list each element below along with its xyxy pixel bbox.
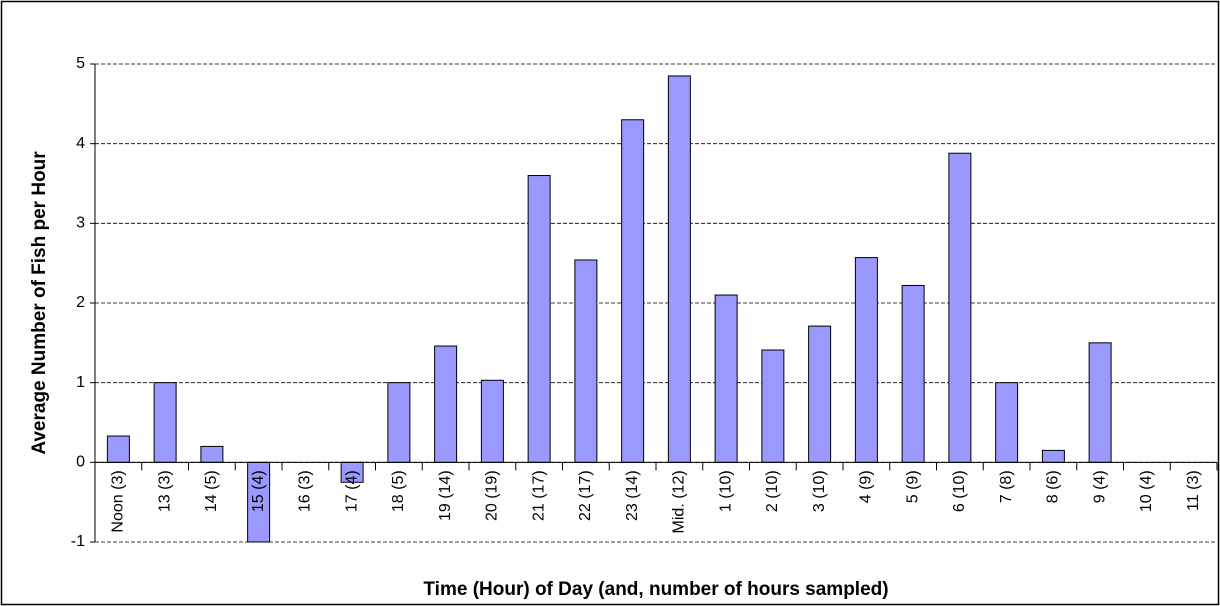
x-tick-label: 22 (17) — [577, 470, 594, 521]
bar — [574, 259, 598, 463]
x-tick-label: 5 (9) — [904, 470, 921, 503]
x-tick-label: 16 (3) — [297, 470, 314, 512]
bar — [714, 294, 738, 463]
x-tick-label: 8 (6) — [1045, 470, 1062, 503]
y-tick-label: 5 — [76, 55, 85, 72]
bar — [808, 325, 832, 463]
bar — [667, 75, 691, 463]
x-tick-label: 19 (14) — [437, 470, 454, 521]
y-tick-label: -1 — [71, 533, 85, 550]
x-tick-label: 2 (10) — [764, 470, 781, 512]
bar — [387, 382, 411, 463]
x-tick-label: 1 (10) — [717, 470, 734, 512]
bar — [480, 379, 504, 463]
y-tick-label: 2 — [76, 294, 85, 311]
x-tick-label: 23 (14) — [624, 470, 641, 521]
x-tick-label: 18 (5) — [390, 470, 407, 512]
y-tick-label: 3 — [76, 215, 85, 232]
x-tick-label: 14 (5) — [203, 470, 220, 512]
y-axis-title: Average Number of Fish per Hour — [29, 151, 50, 455]
x-tick-label: 20 (19) — [484, 470, 501, 521]
x-tick-label: 13 (3) — [156, 470, 173, 512]
x-tick-label: Noon (3) — [110, 470, 127, 532]
bar — [761, 349, 785, 463]
bar — [1088, 342, 1112, 463]
bar — [901, 284, 925, 463]
bar — [621, 119, 645, 463]
bar — [200, 445, 224, 463]
y-tick-label: 1 — [76, 374, 85, 391]
x-tick-label: 4 (9) — [858, 470, 875, 503]
x-tick-label: 17 (4) — [343, 470, 360, 512]
x-tick-label: 11 (3) — [1185, 470, 1202, 511]
x-axis-title: Time (Hour) of Day (and, number of hours… — [423, 579, 888, 600]
x-tick-label: 10 (4) — [1138, 470, 1155, 512]
bar — [948, 152, 972, 463]
x-tick-label: Mid. (12) — [671, 470, 688, 533]
bar — [995, 382, 1019, 463]
bar — [106, 435, 130, 463]
bar — [527, 175, 551, 463]
x-tick-label: 15 (4) — [250, 470, 267, 512]
x-tick-label: 9 (4) — [1091, 470, 1108, 503]
x-tick-label: 21 (17) — [530, 470, 547, 521]
x-tick-label: 7 (8) — [998, 470, 1015, 503]
bar — [1041, 449, 1065, 463]
bar — [434, 345, 458, 463]
y-tick-label: 0 — [76, 454, 85, 471]
x-tick-label: 3 (10) — [811, 470, 828, 512]
y-tick-label: 4 — [76, 135, 85, 152]
bar — [153, 382, 177, 463]
x-tick-label: 6 (10) — [951, 470, 968, 512]
bar — [854, 257, 878, 463]
